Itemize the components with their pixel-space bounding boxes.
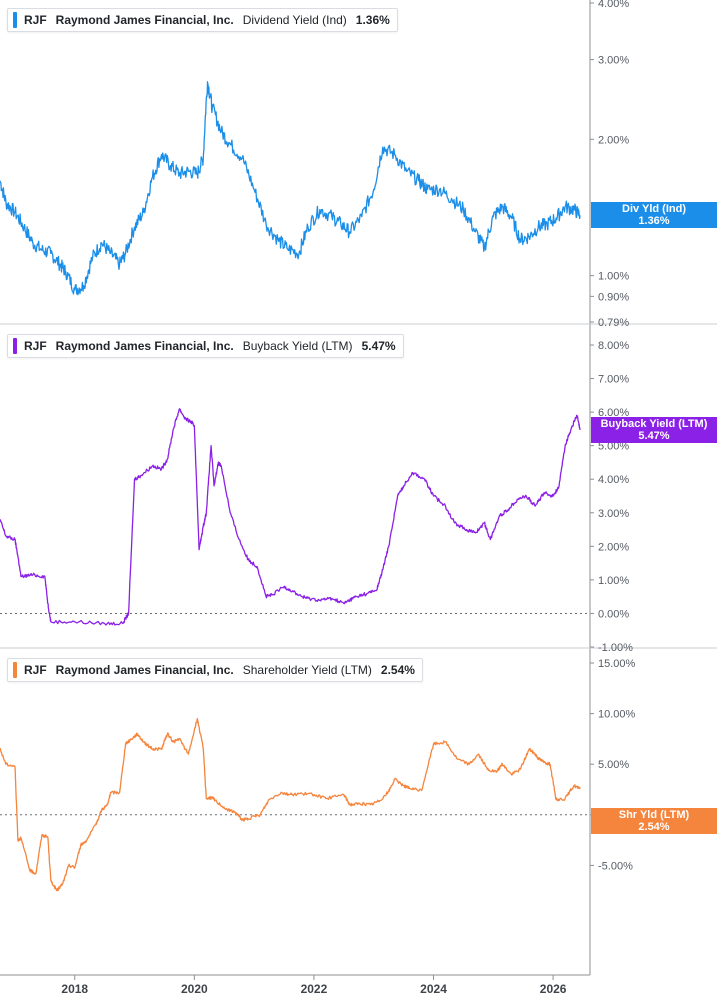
series-line-0 xyxy=(0,81,581,296)
y-tick-label: 5.00% xyxy=(598,759,629,771)
legend-company: Raymond James Financial, Inc. xyxy=(55,13,234,27)
y-tick-label: 4.00% xyxy=(598,0,629,10)
y-tick-label: 1.00% xyxy=(598,271,629,283)
legend-swatch-dividend xyxy=(13,12,17,28)
legend-shareholder-yield: RJF Raymond James Financial, Inc. Shareh… xyxy=(7,658,423,682)
legend-dividend-yield: RJF Raymond James Financial, Inc. Divide… xyxy=(7,8,398,32)
x-tick-label: 2018 xyxy=(61,982,88,996)
legend-ticker: RJF xyxy=(24,339,47,353)
y-tick-label: 2.00% xyxy=(598,541,629,553)
x-tick-label: 2026 xyxy=(540,982,567,996)
legend-metric: Buyback Yield (LTM) xyxy=(242,339,353,353)
legend-swatch-buyback xyxy=(13,338,17,354)
y-tick-label: 0.00% xyxy=(598,608,629,620)
legend-buyback-yield: RJF Raymond James Financial, Inc. Buybac… xyxy=(7,334,404,358)
tag-label: Buyback Yield (LTM) xyxy=(600,418,708,430)
tag-value: 5.47% xyxy=(638,430,670,442)
y-tick-label: 5.00% xyxy=(598,441,629,453)
tag-label: Div Yld (Ind) xyxy=(622,203,686,215)
y-tick-label: -5.00% xyxy=(598,860,633,872)
y-tick-label: 0.90% xyxy=(598,291,629,303)
y-tick-label: 6.00% xyxy=(598,407,629,419)
y-tick-label: 7.00% xyxy=(598,374,629,386)
legend-company: Raymond James Financial, Inc. xyxy=(55,339,234,353)
y-tick-label: -1.00% xyxy=(598,642,633,654)
legend-value: 5.47% xyxy=(361,339,396,353)
tag-value: 1.36% xyxy=(638,215,670,227)
legend-ticker: RJF xyxy=(24,13,47,27)
y-tick-label: 2.00% xyxy=(598,134,629,146)
y-tick-label: 3.00% xyxy=(598,508,629,520)
x-tick-label: 2022 xyxy=(301,982,328,996)
tag-value: 2.54% xyxy=(638,821,670,833)
legend-metric: Dividend Yield (Ind) xyxy=(242,13,347,27)
legend-value: 1.36% xyxy=(355,13,390,27)
legend-ticker: RJF xyxy=(24,663,47,677)
y-tick-label: 0.79% xyxy=(598,317,629,329)
y-tick-label: 4.00% xyxy=(598,474,629,486)
y-tick-label: 1.00% xyxy=(598,575,629,587)
tag-label: Shr Yld (LTM) xyxy=(618,809,690,821)
y-tick-label: 15.00% xyxy=(598,658,636,670)
x-tick-label: 2020 xyxy=(181,982,208,996)
legend-metric: Shareholder Yield (LTM) xyxy=(242,663,372,677)
legend-value: 2.54% xyxy=(380,663,415,677)
last-value-tag-shareholder: Shr Yld (LTM) 2.54% xyxy=(591,808,717,834)
series-line-1 xyxy=(0,408,581,626)
last-value-tag-buyback: Buyback Yield (LTM) 5.47% xyxy=(591,417,717,443)
y-tick-label: 8.00% xyxy=(598,340,629,352)
legend-swatch-shareholder xyxy=(13,662,17,678)
y-tick-label: 10.00% xyxy=(598,709,636,721)
legend-company: Raymond James Financial, Inc. xyxy=(55,663,234,677)
y-tick-label: 3.00% xyxy=(598,55,629,67)
x-tick-label: 2024 xyxy=(420,982,447,996)
last-value-tag-dividend: Div Yld (Ind) 1.36% xyxy=(591,202,717,228)
series-line-2 xyxy=(0,718,581,892)
